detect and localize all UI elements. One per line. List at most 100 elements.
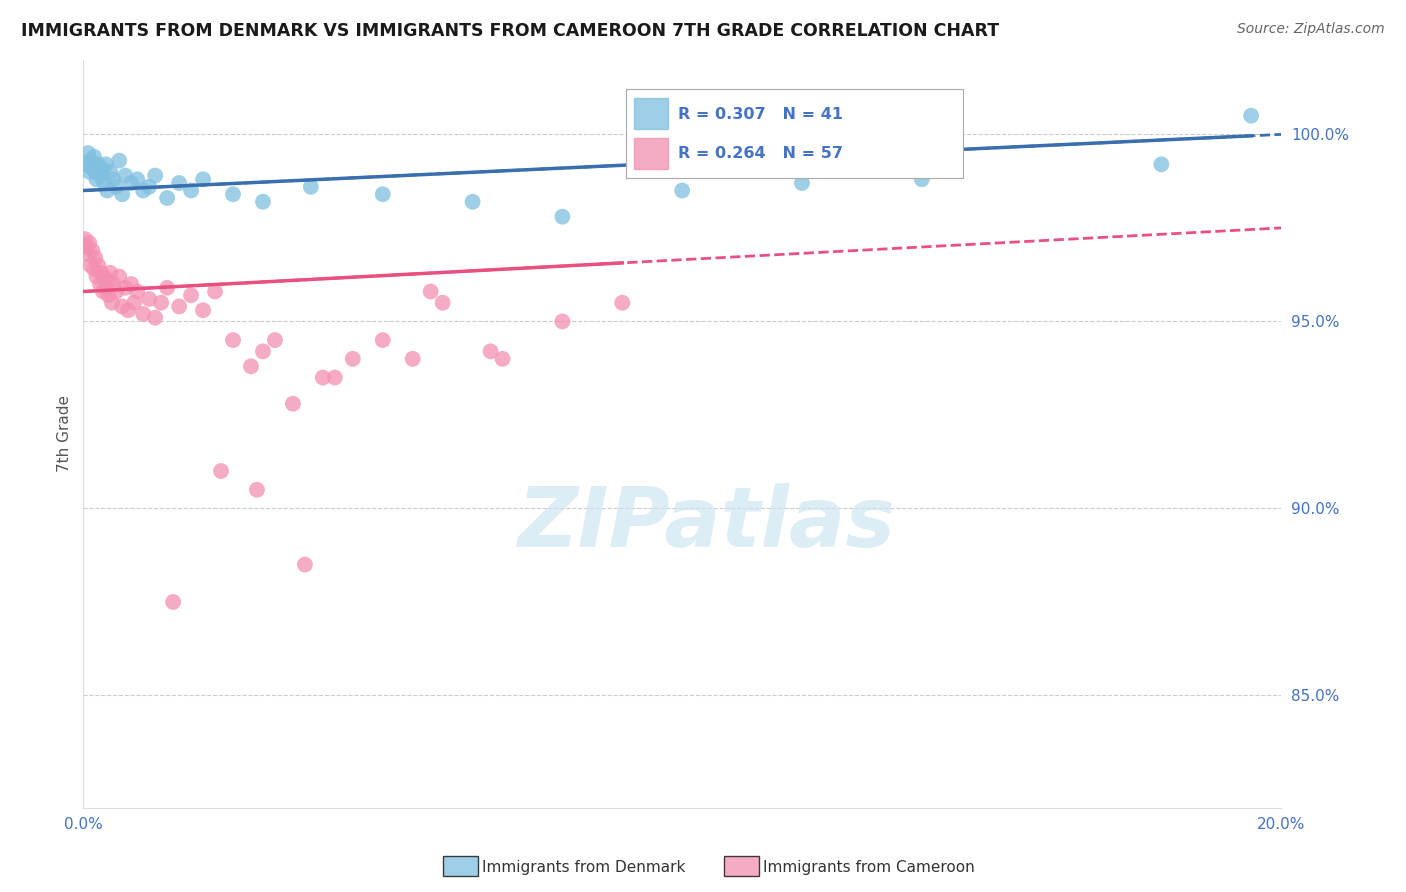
Immigrants from Denmark — [105, 179, 128, 194]
Immigrants from Denmark — [1150, 157, 1173, 171]
Immigrants from Cameroon — [87, 258, 110, 272]
Immigrants from Cameroon — [180, 288, 202, 302]
Immigrants from Cameroon — [79, 258, 101, 272]
Immigrants from Cameroon — [86, 269, 108, 284]
Immigrants from Denmark — [90, 161, 112, 175]
Immigrants from Cameroon — [342, 351, 364, 366]
Immigrants from Denmark — [167, 176, 190, 190]
Immigrants from Denmark — [93, 176, 115, 190]
Immigrants from Cameroon — [91, 285, 114, 299]
Immigrants from Denmark — [86, 172, 108, 186]
Immigrants from Cameroon — [551, 314, 574, 328]
Immigrants from Cameroon — [108, 269, 131, 284]
Immigrants from Cameroon — [114, 281, 136, 295]
Immigrants from Cameroon — [419, 285, 441, 299]
Immigrants from Denmark — [79, 153, 101, 168]
Immigrants from Denmark — [911, 172, 934, 186]
Immigrants from Cameroon — [132, 307, 155, 321]
Immigrants from Cameroon — [281, 397, 304, 411]
Immigrants from Cameroon — [264, 333, 287, 347]
Immigrants from Cameroon — [101, 295, 124, 310]
Text: R = 0.264   N = 57: R = 0.264 N = 57 — [678, 146, 844, 161]
Immigrants from Denmark — [87, 157, 110, 171]
Immigrants from Denmark — [83, 150, 105, 164]
Immigrants from Cameroon — [294, 558, 316, 572]
Immigrants from Cameroon — [240, 359, 263, 374]
Immigrants from Cameroon — [117, 303, 139, 318]
Immigrants from Denmark — [84, 165, 107, 179]
Immigrants from Denmark — [191, 172, 214, 186]
Text: Immigrants from Cameroon: Immigrants from Cameroon — [763, 860, 976, 874]
Immigrants from Denmark — [82, 161, 104, 175]
Immigrants from Cameroon — [90, 266, 112, 280]
Immigrants from Denmark — [461, 194, 484, 209]
Immigrants from Denmark — [551, 210, 574, 224]
Immigrants from Denmark — [222, 187, 245, 202]
Immigrants from Cameroon — [105, 285, 128, 299]
Immigrants from Cameroon — [103, 277, 125, 291]
Immigrants from Denmark — [143, 169, 166, 183]
Immigrants from Cameroon — [82, 244, 104, 258]
Immigrants from Cameroon — [167, 300, 190, 314]
Immigrants from Denmark — [89, 169, 111, 183]
Text: IMMIGRANTS FROM DENMARK VS IMMIGRANTS FROM CAMEROON 7TH GRADE CORRELATION CHART: IMMIGRANTS FROM DENMARK VS IMMIGRANTS FR… — [21, 22, 1000, 40]
Text: Source: ZipAtlas.com: Source: ZipAtlas.com — [1237, 22, 1385, 37]
Immigrants from Cameroon — [432, 295, 454, 310]
Immigrants from Denmark — [790, 176, 813, 190]
Bar — [634, 138, 668, 169]
Text: ZIPatlas: ZIPatlas — [517, 483, 896, 564]
Immigrants from Denmark — [299, 179, 322, 194]
Immigrants from Denmark — [91, 165, 114, 179]
Immigrants from Cameroon — [312, 370, 335, 384]
Immigrants from Denmark — [1240, 109, 1263, 123]
Immigrants from Cameroon — [138, 292, 160, 306]
Text: R = 0.307   N = 41: R = 0.307 N = 41 — [678, 107, 844, 121]
Immigrants from Cameroon — [323, 370, 346, 384]
Immigrants from Denmark — [671, 184, 693, 198]
Immigrants from Denmark — [138, 179, 160, 194]
Immigrants from Denmark — [75, 157, 97, 171]
Immigrants from Cameroon — [204, 285, 226, 299]
Bar — [634, 98, 668, 129]
Immigrants from Cameroon — [491, 351, 513, 366]
Immigrants from Cameroon — [93, 269, 115, 284]
Immigrants from Cameroon — [156, 281, 179, 295]
Immigrants from Denmark — [103, 172, 125, 186]
Immigrants from Denmark — [77, 146, 100, 161]
Immigrants from Cameroon — [89, 277, 111, 291]
Immigrants from Cameroon — [98, 266, 121, 280]
Immigrants from Cameroon — [252, 344, 274, 359]
Immigrants from Denmark — [108, 153, 131, 168]
Immigrants from Denmark — [114, 169, 136, 183]
Immigrants from Denmark — [77, 165, 100, 179]
Y-axis label: 7th Grade: 7th Grade — [58, 395, 72, 472]
Text: Immigrants from Denmark: Immigrants from Denmark — [482, 860, 686, 874]
Immigrants from Cameroon — [111, 300, 134, 314]
Immigrants from Cameroon — [371, 333, 394, 347]
Immigrants from Cameroon — [222, 333, 245, 347]
Immigrants from Denmark — [120, 176, 142, 190]
Immigrants from Denmark — [371, 187, 394, 202]
Immigrants from Cameroon — [191, 303, 214, 318]
Immigrants from Cameroon — [150, 295, 173, 310]
Immigrants from Cameroon — [209, 464, 232, 478]
Immigrants from Cameroon — [246, 483, 269, 497]
Immigrants from Denmark — [96, 184, 118, 198]
Immigrants from Cameroon — [127, 285, 149, 299]
Immigrants from Cameroon — [120, 277, 142, 291]
Immigrants from Cameroon — [83, 262, 105, 277]
Immigrants from Denmark — [94, 157, 117, 171]
Immigrants from Cameroon — [402, 351, 425, 366]
Immigrants from Cameroon — [84, 251, 107, 265]
Immigrants from Denmark — [111, 187, 134, 202]
Immigrants from Cameroon — [479, 344, 502, 359]
Immigrants from Denmark — [252, 194, 274, 209]
Immigrants from Cameroon — [96, 273, 118, 287]
Immigrants from Denmark — [132, 184, 155, 198]
Immigrants from Cameroon — [94, 281, 117, 295]
Immigrants from Denmark — [180, 184, 202, 198]
Immigrants from Denmark — [127, 172, 149, 186]
Immigrants from Cameroon — [162, 595, 184, 609]
Immigrants from Cameroon — [143, 310, 166, 325]
Immigrants from Cameroon — [612, 295, 634, 310]
